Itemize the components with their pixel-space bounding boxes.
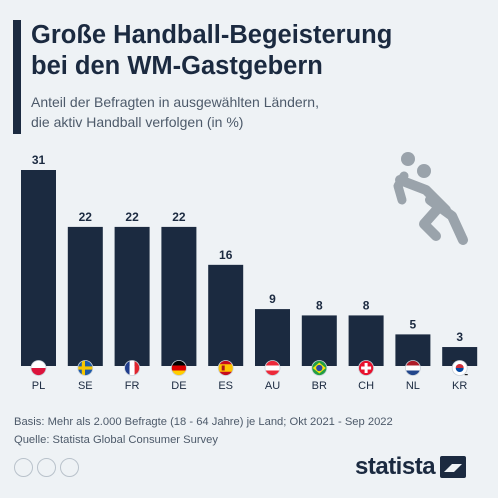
flag-se-cross-v: [81, 360, 85, 376]
flag-outline-ch: [358, 360, 375, 376]
statista-wordmark: statista: [355, 453, 436, 480]
category-label-de: DE: [171, 380, 186, 392]
flag-kr-trigram-2: [464, 374, 468, 376]
flag-outline-se: [77, 360, 94, 376]
cc-icon[interactable]: [14, 458, 33, 477]
bar-es: [208, 264, 244, 366]
flag-outline-br: [311, 360, 328, 376]
bar-au: [255, 309, 290, 366]
bar-se: [67, 226, 103, 366]
handball-player-icon: [393, 152, 468, 245]
value-label-fr: 22: [125, 210, 139, 224]
basis-note: Basis: Mehr als 2.000 Befragte (18 - 64 …: [14, 416, 393, 428]
bar-ch: [348, 315, 384, 366]
category-label-kr: KR: [452, 380, 467, 392]
flag-de-black: [171, 360, 187, 366]
chart-title: Große Handball-Begeisterung bei den WM-G…: [31, 20, 481, 82]
flag-nl-blue: [405, 370, 421, 376]
accent-bar: [13, 20, 21, 134]
flag-outline-pl: [30, 360, 47, 376]
flag-outline-kr: [451, 360, 468, 376]
flag-fr-red: [134, 360, 140, 376]
category-label-ch: CH: [358, 380, 374, 392]
flag-outline-es: [217, 360, 234, 376]
flag-ch-cross-h: [361, 366, 372, 370]
bar-pl: [21, 170, 56, 366]
flag-kr-taeguk-red: [455, 364, 464, 368]
flag-fr-blue: [124, 360, 130, 376]
flag-outline-de: [170, 360, 187, 376]
flag-nl-red: [405, 360, 421, 366]
category-label-fr: FR: [125, 380, 140, 392]
flag-es-yellow: [218, 364, 234, 372]
statista-logo-icon: [440, 456, 467, 478]
attribution-icon[interactable]: [37, 458, 56, 477]
bar-de: [161, 226, 197, 366]
flag-pl-white: [31, 360, 46, 368]
flag-es-emblem: [221, 365, 225, 371]
flag-at-white: [265, 365, 280, 371]
flag-pl-red: [31, 368, 46, 376]
subtitle-line-2: die aktiv Handball verfolgen (in %): [31, 114, 244, 130]
category-label-nl: NL: [406, 380, 420, 392]
bar-br: [301, 315, 337, 366]
flag-de-gold: [171, 370, 187, 376]
chart-subtitle: Anteil der Befragten in ausgewählten Län…: [31, 92, 451, 132]
title-line-2: bei den WM-Gastgebern: [31, 52, 323, 80]
flag-se-cross-h: [77, 366, 93, 370]
flag-fr-white: [129, 360, 135, 376]
flag-de-red: [171, 365, 187, 371]
statista-logo[interactable]: statista: [355, 453, 467, 481]
value-label-br: 8: [316, 298, 323, 312]
bar-fr: [114, 226, 150, 366]
flag-outline-au: [264, 360, 281, 376]
category-label-au: AU: [265, 380, 280, 392]
flag-outline-nl: [404, 360, 421, 376]
flag-nl-white: [405, 365, 421, 371]
flag-br-globe: [316, 364, 323, 372]
value-label-es: 16: [219, 248, 233, 262]
value-label-de: 22: [172, 210, 186, 224]
value-label-kr: 3: [456, 330, 463, 344]
category-label-es: ES: [218, 380, 233, 392]
category-label-se: SE: [78, 380, 93, 392]
value-label-se: 22: [79, 210, 93, 224]
flag-kr-trigram-1: [451, 360, 455, 362]
flag-outline-fr: [124, 360, 141, 376]
license-icons: [14, 458, 79, 477]
no-derivatives-icon[interactable]: [60, 458, 79, 477]
source-note: Quelle: Statista Global Consumer Survey: [14, 434, 218, 446]
footnote: Basis: Mehr als 2.000 Befragte (18 - 64 …: [14, 413, 393, 449]
value-label-pl: 31: [32, 153, 46, 167]
value-label-au: 9: [269, 292, 276, 306]
title-line-1: Große Handball-Begeisterung: [31, 21, 393, 49]
value-label-nl: 5: [410, 317, 417, 331]
value-label-ch: 8: [363, 298, 370, 312]
subtitle-line-1: Anteil der Befragten in ausgewählten Län…: [31, 94, 319, 110]
category-label-pl: PL: [32, 380, 45, 392]
category-label-br: BR: [312, 380, 327, 392]
flag-kr-taeguk-blue: [455, 368, 464, 372]
bar-kr: [442, 347, 478, 366]
